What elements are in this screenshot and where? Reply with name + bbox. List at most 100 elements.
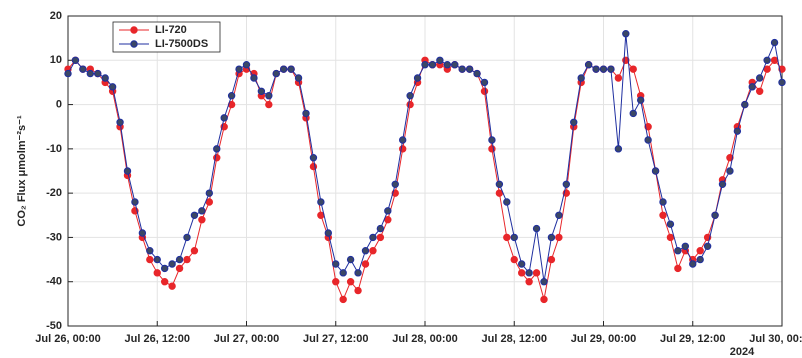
series-marker — [339, 295, 347, 304]
series-marker — [413, 74, 422, 82]
series-marker — [361, 260, 370, 268]
series-marker — [153, 269, 161, 277]
x-tick-label: Jul 28, 12:00 — [482, 333, 547, 345]
series-marker — [659, 211, 667, 219]
series-marker — [465, 65, 474, 73]
series-marker — [391, 180, 399, 188]
series-marker — [346, 278, 355, 286]
series-marker — [681, 242, 690, 250]
series-marker — [517, 260, 526, 268]
series-marker — [198, 207, 206, 215]
y-tick-label: -50 — [46, 320, 62, 332]
y-axis-label: CO₂ Flux μmolm⁻²s⁻¹ — [16, 115, 28, 227]
series-marker — [703, 242, 712, 250]
series-marker — [190, 247, 199, 255]
series-marker — [227, 92, 236, 100]
series-marker — [778, 78, 786, 87]
series-marker — [272, 69, 280, 78]
series-marker — [689, 260, 697, 268]
x-tick-label: Jul 27, 12:00 — [303, 333, 368, 345]
series-marker — [71, 56, 80, 64]
series-marker — [555, 211, 563, 219]
x-tick-label: Jul 29, 12:00 — [660, 333, 725, 345]
series-marker — [778, 65, 786, 73]
series-marker — [540, 278, 548, 286]
series-marker — [309, 154, 318, 162]
series-marker — [532, 224, 541, 233]
series-marker — [718, 180, 727, 188]
series-marker — [369, 247, 377, 255]
y-tick-label: 10 — [50, 54, 62, 66]
series-marker — [674, 247, 682, 255]
series-marker — [235, 65, 243, 73]
series-marker — [741, 100, 749, 109]
series-marker — [317, 198, 325, 206]
legend: LI-720 LI-7500DS — [112, 21, 221, 53]
series-marker — [287, 65, 295, 73]
series-marker — [651, 167, 660, 175]
series-marker — [599, 65, 608, 73]
series-marker — [674, 264, 682, 273]
y-tick-label: 0 — [56, 98, 62, 110]
series-marker — [473, 69, 481, 78]
series-marker — [332, 260, 340, 268]
series-marker — [726, 154, 734, 162]
x-tick-label: Jul 26, 12:00 — [125, 333, 190, 345]
series-marker — [153, 255, 161, 264]
series-marker — [770, 38, 779, 47]
series-marker — [175, 264, 184, 273]
series-marker — [495, 180, 504, 188]
series-marker — [183, 233, 191, 242]
series-marker — [116, 118, 124, 126]
series-marker — [503, 233, 511, 242]
legend-marker — [130, 40, 138, 48]
series-marker — [384, 207, 392, 215]
series-marker — [131, 198, 139, 206]
x-tick-label: Jul 28, 00:00 — [392, 333, 457, 345]
legend-label: LI-720 — [155, 24, 187, 36]
x-tick-label: Jul 29, 00:00 — [571, 333, 636, 345]
series-marker — [726, 167, 734, 175]
series-marker — [480, 87, 489, 95]
series-marker — [220, 114, 228, 122]
series-marker — [146, 247, 154, 255]
legend-marker — [130, 26, 138, 34]
series-marker — [503, 198, 511, 206]
series-marker — [138, 229, 147, 237]
y-tick-label: -30 — [46, 231, 62, 243]
series-marker — [696, 247, 704, 255]
series-marker — [183, 255, 191, 264]
series-marker — [525, 278, 533, 286]
series-marker — [332, 278, 340, 286]
series-marker — [160, 264, 169, 273]
legend-box — [112, 21, 221, 53]
series-marker — [488, 136, 496, 144]
series-marker — [294, 74, 303, 82]
x-year-label: 2024 — [730, 346, 755, 358]
series-marker — [168, 260, 176, 268]
series-marker — [376, 224, 385, 233]
y-tick-label: 20 — [50, 10, 62, 22]
series-marker — [354, 269, 362, 277]
series-marker — [108, 83, 117, 91]
y-tick-label: -40 — [46, 276, 62, 288]
series-marker — [592, 65, 600, 73]
series-marker — [376, 233, 385, 242]
series-marker — [763, 65, 771, 73]
series-marker — [86, 69, 95, 78]
series-marker — [242, 61, 251, 69]
series-marker — [64, 69, 72, 78]
series-marker — [458, 65, 466, 73]
x-tick-label: Jul 27, 00:00 — [214, 333, 279, 345]
x-tick-label: Jul 26, 00:00 — [35, 333, 100, 345]
y-tick-label: -20 — [46, 187, 62, 199]
series-marker — [629, 65, 637, 73]
series-marker — [562, 180, 571, 188]
series-marker — [146, 255, 154, 264]
series-marker — [198, 216, 206, 224]
series-marker — [755, 87, 764, 95]
series-marker — [532, 269, 541, 277]
series-marker — [205, 189, 214, 197]
series-marker — [755, 74, 764, 82]
